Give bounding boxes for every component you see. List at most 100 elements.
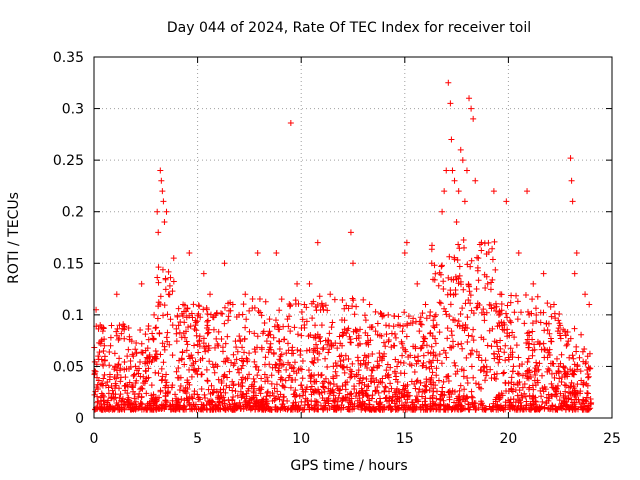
data-point bbox=[320, 384, 327, 391]
data-point bbox=[143, 390, 150, 397]
data-point bbox=[419, 362, 426, 369]
data-point bbox=[548, 380, 555, 387]
data-point bbox=[363, 387, 370, 394]
data-point bbox=[218, 335, 225, 342]
data-point bbox=[345, 405, 352, 412]
data-point bbox=[481, 364, 488, 371]
data-point bbox=[264, 388, 271, 395]
data-point bbox=[385, 311, 392, 318]
data-point bbox=[472, 380, 479, 387]
data-point bbox=[508, 374, 515, 381]
data-point bbox=[221, 304, 228, 311]
data-point bbox=[107, 342, 114, 349]
data-point bbox=[154, 208, 161, 215]
data-point bbox=[189, 354, 196, 361]
data-point bbox=[353, 335, 360, 342]
data-point bbox=[379, 379, 386, 386]
data-point bbox=[220, 394, 227, 401]
data-point bbox=[445, 79, 452, 86]
data-point bbox=[507, 345, 514, 352]
data-point bbox=[305, 367, 312, 374]
data-point bbox=[510, 363, 517, 370]
data-point bbox=[474, 264, 481, 271]
data-point bbox=[454, 322, 461, 329]
data-point bbox=[355, 367, 362, 374]
data-point bbox=[524, 359, 531, 366]
data-point bbox=[391, 312, 398, 319]
data-point bbox=[571, 371, 578, 378]
data-point bbox=[387, 380, 394, 387]
data-point bbox=[265, 349, 272, 356]
data-point bbox=[475, 277, 482, 284]
data-point bbox=[388, 385, 395, 392]
data-point bbox=[534, 377, 541, 384]
data-point bbox=[262, 354, 269, 361]
data-point bbox=[310, 359, 317, 366]
data-point bbox=[448, 276, 455, 283]
data-point bbox=[484, 369, 491, 376]
data-point bbox=[383, 331, 390, 338]
data-point bbox=[282, 377, 289, 384]
data-point bbox=[217, 386, 224, 393]
data-point bbox=[230, 393, 237, 400]
data-point bbox=[148, 382, 155, 389]
data-point bbox=[312, 347, 319, 354]
data-point bbox=[250, 375, 257, 382]
data-point bbox=[101, 357, 108, 364]
data-point bbox=[132, 363, 139, 370]
data-point bbox=[337, 358, 344, 365]
data-point bbox=[360, 296, 367, 303]
data-point bbox=[525, 375, 532, 382]
data-point bbox=[388, 397, 395, 404]
data-point bbox=[518, 309, 525, 316]
data-point bbox=[332, 368, 339, 375]
data-point bbox=[496, 308, 503, 315]
data-point bbox=[529, 296, 536, 303]
data-point bbox=[266, 316, 273, 323]
data-point bbox=[470, 374, 477, 381]
data-point bbox=[437, 391, 444, 398]
data-point bbox=[403, 333, 410, 340]
data-point bbox=[169, 397, 176, 404]
data-point bbox=[581, 346, 588, 353]
data-point bbox=[394, 363, 401, 370]
data-point bbox=[101, 371, 108, 378]
data-point bbox=[185, 379, 192, 386]
data-point bbox=[451, 177, 458, 184]
data-point bbox=[138, 280, 145, 287]
data-point bbox=[155, 264, 162, 271]
data-point bbox=[226, 307, 233, 314]
data-point bbox=[440, 402, 447, 409]
data-point bbox=[246, 328, 253, 335]
data-point bbox=[336, 333, 343, 340]
data-point bbox=[150, 391, 157, 398]
data-point bbox=[117, 374, 124, 381]
y-tick-label: 0.15 bbox=[53, 256, 84, 272]
data-point bbox=[255, 307, 262, 314]
data-point bbox=[259, 406, 266, 413]
data-point bbox=[197, 406, 204, 413]
data-point bbox=[392, 334, 399, 341]
data-point bbox=[465, 297, 472, 304]
data-point bbox=[164, 338, 171, 345]
data-point bbox=[493, 303, 500, 310]
data-point bbox=[111, 350, 118, 357]
data-point bbox=[99, 380, 106, 387]
data-point bbox=[556, 320, 563, 327]
data-point bbox=[501, 369, 508, 376]
data-point bbox=[537, 319, 544, 326]
data-point bbox=[155, 229, 162, 236]
data-point bbox=[457, 310, 464, 317]
data-point bbox=[319, 346, 326, 353]
data-point bbox=[362, 390, 369, 397]
data-point bbox=[256, 296, 263, 303]
data-point bbox=[194, 318, 201, 325]
data-point bbox=[172, 391, 179, 398]
data-point bbox=[142, 368, 149, 375]
data-point bbox=[188, 310, 195, 317]
data-point bbox=[427, 308, 434, 315]
data-point bbox=[273, 249, 280, 256]
data-point bbox=[136, 403, 143, 410]
x-axis-label: GPS time / hours bbox=[290, 458, 407, 474]
data-point bbox=[301, 324, 308, 331]
